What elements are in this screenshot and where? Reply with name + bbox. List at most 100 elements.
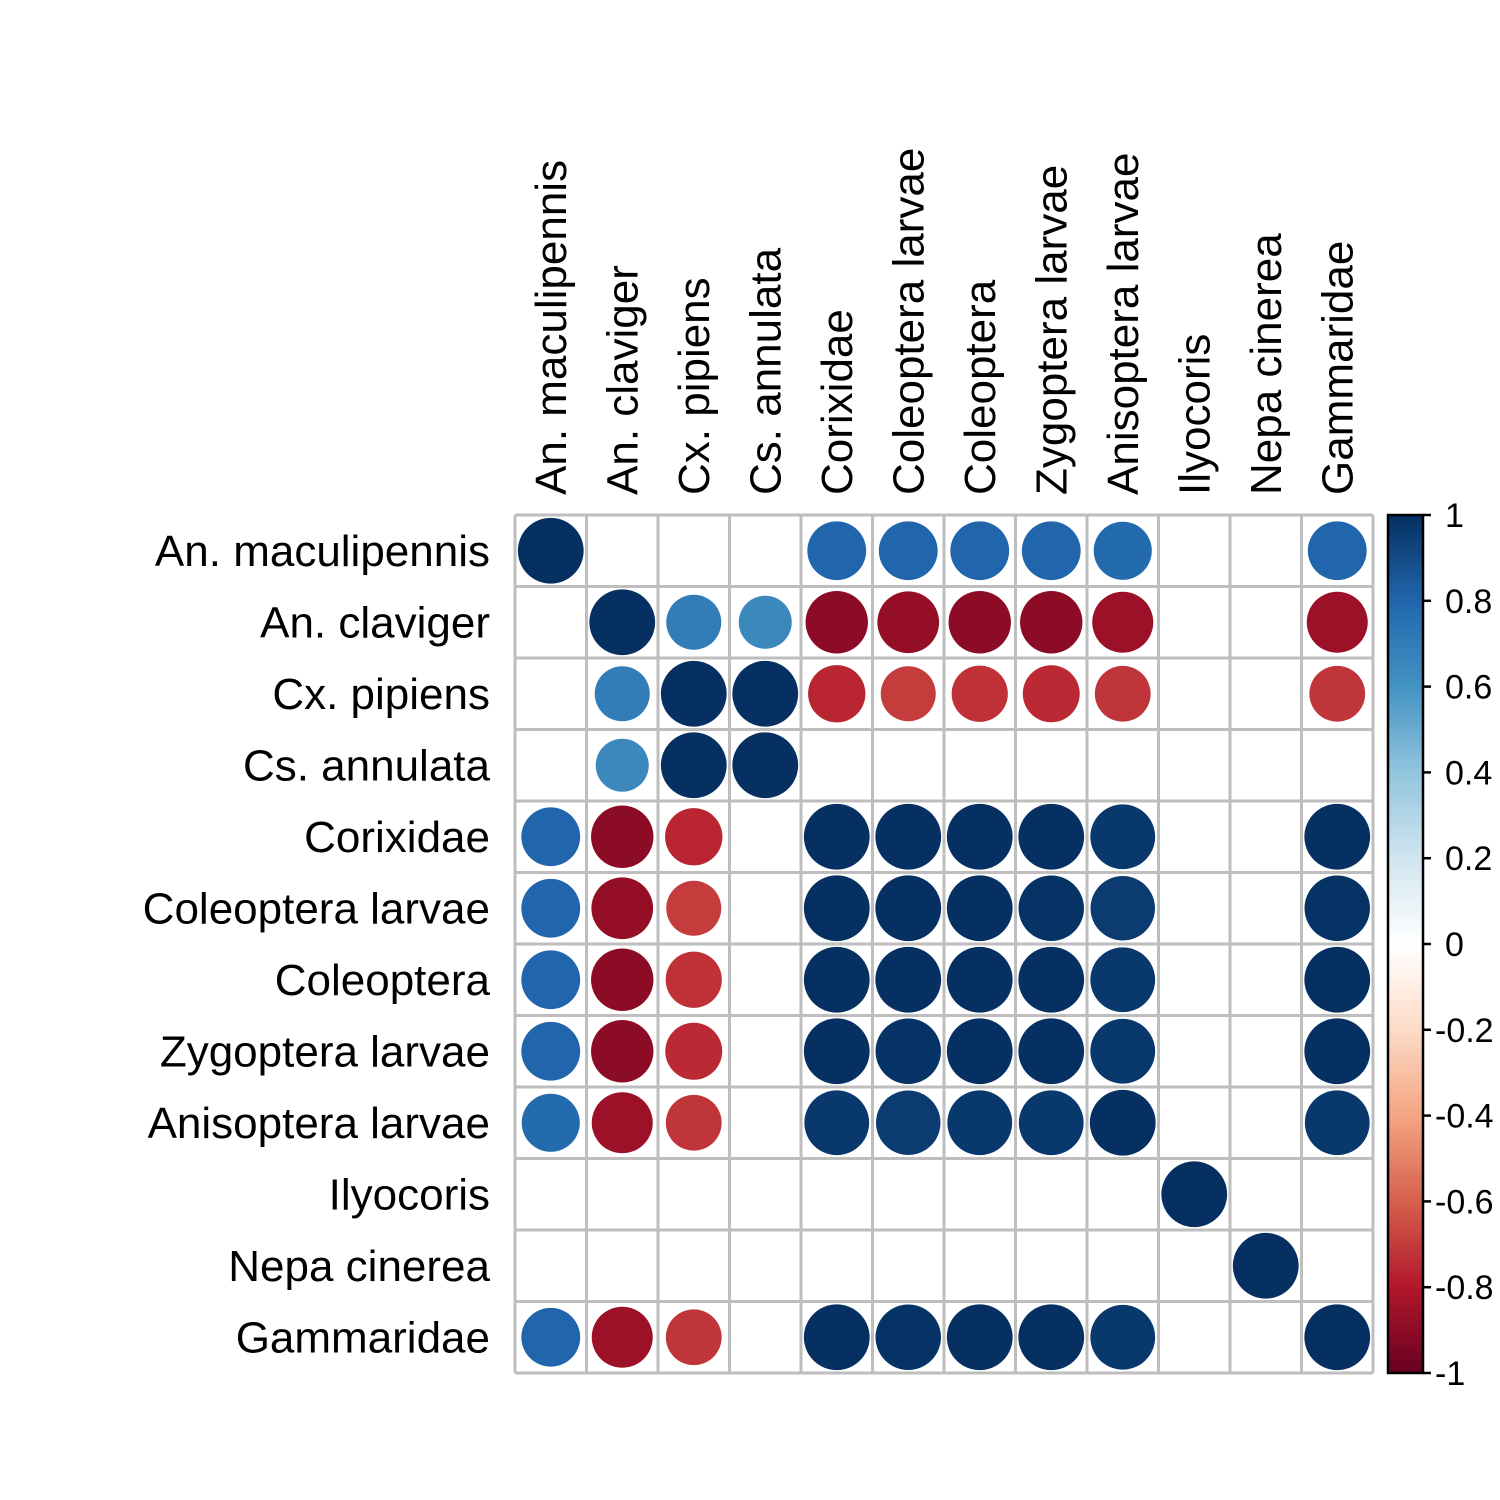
legend-gradient-band (1388, 811, 1423, 816)
column-label: Corixidae (813, 309, 862, 495)
legend-gradient-band (1388, 553, 1423, 559)
correlation-circle (595, 738, 649, 792)
legend-gradient-band (1388, 1038, 1423, 1044)
legend-gradient-band (1388, 905, 1423, 911)
legend-gradient-band (1388, 763, 1423, 769)
correlation-circles (517, 517, 1371, 1371)
legend-gradient-band (1388, 1347, 1423, 1353)
legend-gradient-band (1388, 545, 1423, 550)
legend-gradient-band (1388, 1051, 1423, 1057)
legend-gradient-band (1388, 789, 1423, 795)
correlation-circle (1306, 591, 1368, 653)
legend-gradient-band (1388, 583, 1423, 589)
correlation-circle (946, 875, 1013, 942)
legend-gradient-band (1388, 1004, 1423, 1009)
legend-gradient-band (1388, 866, 1423, 872)
legend-gradient-band (1388, 793, 1423, 799)
correlation-circle (1090, 876, 1155, 941)
legend-gradient-band (1388, 1034, 1423, 1039)
legend-tick-label: 1 (1445, 497, 1464, 535)
legend-gradient-band (1388, 858, 1423, 864)
legend-gradient-band (1388, 819, 1423, 825)
legend-gradient-band (1388, 1248, 1423, 1254)
correlation-circle (1304, 946, 1371, 1013)
legend-gradient-band (1388, 1205, 1423, 1211)
legend-gradient-band (1388, 1278, 1423, 1284)
legend-gradient-band (1388, 562, 1423, 568)
correlation-circle (1304, 1304, 1371, 1371)
legend-gradient-band (1388, 1351, 1423, 1357)
legend-gradient-band (1388, 1197, 1423, 1202)
legend-gradient-band (1388, 776, 1423, 782)
correlation-circle (803, 803, 870, 870)
legend-gradient-band (1388, 798, 1423, 804)
legend-gradient-band (1388, 1055, 1423, 1061)
legend-gradient-band (1388, 617, 1423, 623)
legend-gradient-band (1388, 1008, 1423, 1014)
correlation-circle (1090, 947, 1156, 1013)
legend-gradient-band (1388, 780, 1423, 786)
correlation-circle (1021, 521, 1081, 581)
legend-gradient-band (1388, 1111, 1423, 1117)
legend-gradient-band (1388, 729, 1423, 735)
legend-gradient-band (1388, 956, 1423, 962)
legend-gradient-band (1388, 1012, 1423, 1018)
legend-tick-label: 0 (1445, 926, 1464, 964)
legend-gradient-band (1388, 1021, 1423, 1027)
legend-gradient-band (1388, 1368, 1423, 1374)
correlation-circle (1307, 521, 1367, 581)
correlation-circle (1018, 1090, 1084, 1156)
legend-gradient-band (1388, 678, 1423, 683)
column-label: Zygoptera larvae (1027, 165, 1076, 495)
correlation-circle (875, 1018, 941, 1084)
row-label: Ilyocoris (329, 1170, 490, 1219)
legend-gradient-band (1388, 1235, 1423, 1241)
legend-gradient-band (1388, 1184, 1423, 1190)
correlation-circle (808, 665, 866, 723)
legend-gradient-band (1388, 1192, 1423, 1198)
correlation-circle (1304, 1018, 1371, 1085)
legend-gradient-band (1388, 969, 1423, 975)
legend-gradient-band (1388, 1334, 1423, 1340)
legend-gradient-band (1388, 832, 1423, 838)
legend-gradient-band (1388, 1059, 1423, 1065)
correlation-circle (1093, 521, 1152, 580)
legend-gradient-band (1388, 1282, 1423, 1288)
legend-gradient-band (1388, 918, 1423, 924)
legend-gradient-band (1388, 1291, 1423, 1297)
legend-gradient-band (1388, 527, 1423, 533)
legend-gradient-band (1388, 523, 1423, 529)
legend-gradient-band (1388, 635, 1423, 641)
legend-gradient-band (1388, 549, 1423, 555)
legend-gradient-band (1388, 1167, 1423, 1172)
legend-gradient-band (1388, 703, 1423, 709)
legend-gradient-band (1388, 772, 1423, 778)
legend-gradient-band (1388, 1227, 1423, 1233)
legend-gradient-band (1388, 1308, 1423, 1314)
correlation-circle (1232, 1232, 1299, 1299)
legend-gradient-band (1388, 1089, 1423, 1095)
correlation-circle (807, 521, 867, 581)
correlation-circle (946, 1018, 1013, 1085)
correlation-circle (803, 1304, 870, 1371)
legend-gradient-band (1388, 695, 1423, 701)
legend-gradient-band (1388, 1076, 1423, 1082)
correlation-circle (521, 1307, 581, 1367)
correlation-circle (665, 1094, 722, 1151)
correlation-circle (521, 1093, 580, 1152)
legend-gradient-band (1388, 853, 1423, 859)
row-labels: An. maculipennis An. claviger Cx. pipiens C… (143, 527, 491, 1363)
correlation-circle (666, 880, 722, 936)
correlation-circle (1018, 875, 1084, 941)
correlation-circle (665, 808, 723, 866)
legend-gradient-band (1388, 1094, 1423, 1100)
legend-tick-label: -0.4 (1435, 1098, 1494, 1136)
correlation-circle (946, 946, 1013, 1013)
legend-gradient-band (1388, 1261, 1423, 1267)
legend-gradient-band (1388, 1141, 1423, 1147)
legend-gradient-band (1388, 1107, 1423, 1112)
legend-gradient-band (1388, 1325, 1423, 1331)
legend-gradient-band (1388, 1115, 1423, 1121)
legend-gradient-band (1388, 566, 1423, 572)
